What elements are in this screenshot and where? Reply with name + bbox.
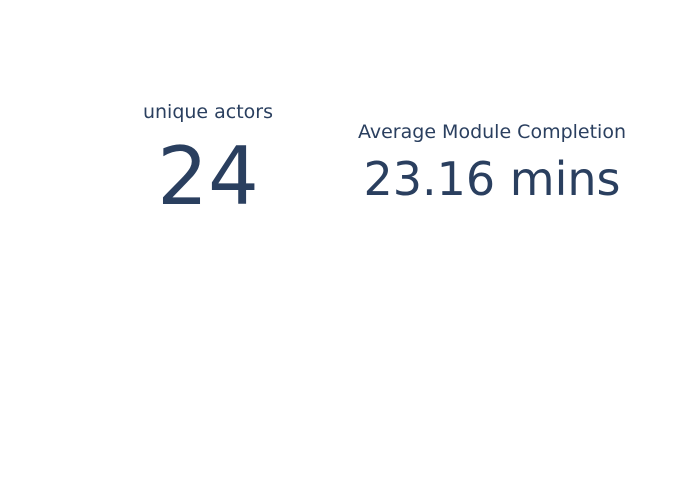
avg-module-completion-indicator: Average Module Completion 23.16 mins [332,121,652,206]
avg-module-completion-value: 23.16 mins [363,152,621,206]
avg-module-completion-title: Average Module Completion [357,121,626,143]
unique-actors-title: unique actors [142,101,274,123]
unique-actors-indicator: unique actors 24 [108,103,308,217]
unique-actors-value: 24 [157,130,259,223]
